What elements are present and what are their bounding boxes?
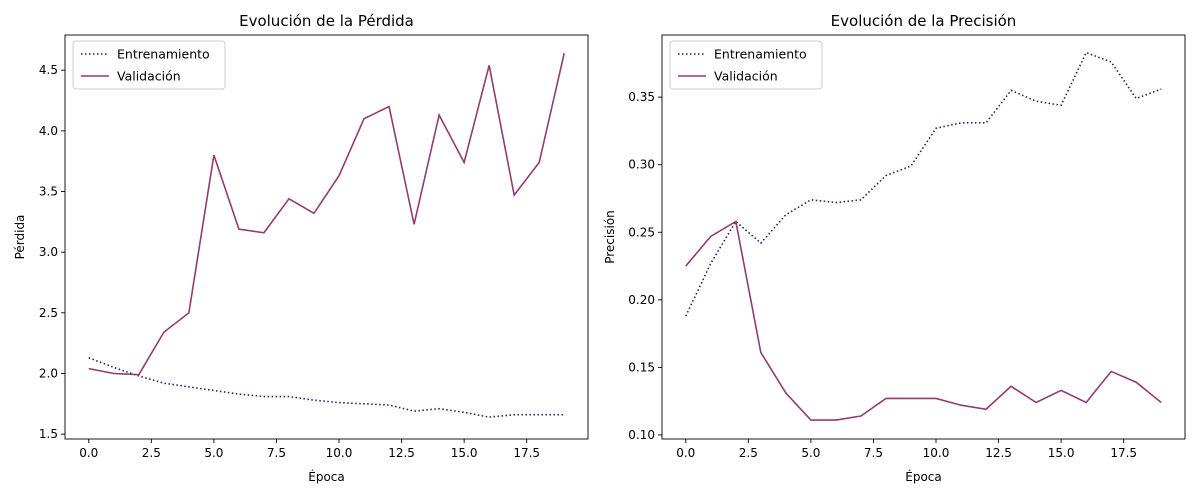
accuracy-legend: Entrenamiento Validación: [669, 40, 823, 90]
loss-y-tick-label: 1.5: [39, 427, 58, 441]
accuracy-y-tick-label: 0.15: [628, 360, 655, 374]
accuracy-plot-frame: [661, 34, 1186, 440]
accuracy-series-line-entrenamiento: [685, 51, 1162, 317]
accuracy-chart-title: Evolución de la Precisión: [831, 12, 1017, 30]
accuracy-y-tick-label: 0.20: [628, 293, 655, 307]
loss-chart: Evolución de la Pérdida 0.0 2.5 5.0 7.5 10.0 1…: [13, 12, 589, 484]
accuracy-x-tick-label: 5.0: [801, 446, 820, 460]
accuracy-x-axis-label: Época: [905, 469, 942, 484]
accuracy-chart: Evolución de la Precisión 0.0 2.5 5.0 7.5 10.…: [603, 12, 1186, 484]
loss-legend-label-validacion: Validación: [117, 69, 181, 84]
accuracy-y-tick-label: 0.25: [628, 225, 655, 239]
loss-x-tick-label: 5.0: [204, 446, 223, 460]
loss-plot-frame: [64, 34, 589, 440]
accuracy-series-group: [685, 51, 1162, 421]
loss-x-tick-label: 10.0: [326, 446, 353, 460]
accuracy-legend-label-validacion: Validación: [714, 69, 778, 84]
loss-x-tick-label: 15.0: [451, 446, 478, 460]
loss-x-tick-label: 17.5: [513, 446, 540, 460]
loss-x-axis-label: Época: [308, 469, 345, 484]
loss-y-tick-label: 4.0: [39, 124, 58, 138]
loss-y-tick-label: 4.5: [39, 63, 58, 77]
accuracy-legend-box: [669, 40, 823, 90]
accuracy-y-tick-label: 0.30: [628, 158, 655, 172]
loss-legend-box: [72, 40, 226, 90]
loss-x-tick-label: 7.5: [267, 446, 286, 460]
loss-y-tick-label: 3.0: [39, 245, 58, 259]
loss-chart-title: Evolución de la Pérdida: [239, 12, 414, 30]
loss-series-line-validacion: [88, 53, 566, 376]
loss-series-group: [88, 53, 566, 418]
loss-x-tick-label: 12.5: [388, 446, 415, 460]
loss-y-axis-label: Pérdida: [13, 215, 27, 260]
accuracy-y-axis-label: Precisión: [603, 210, 617, 264]
loss-legend-label-entrenamiento: Entrenamiento: [117, 47, 210, 62]
accuracy-legend-label-entrenamiento: Entrenamiento: [714, 47, 807, 62]
loss-y-tick-label: 3.5: [39, 185, 58, 199]
accuracy-x-tick-label: 17.5: [1110, 446, 1137, 460]
loss-y-tick-label: 2.0: [39, 366, 58, 380]
accuracy-x-tick-label: 0.0: [676, 446, 695, 460]
loss-series-line-entrenamiento: [88, 356, 565, 418]
accuracy-x-tick-label: 10.0: [923, 446, 950, 460]
loss-x-tick-label: 0.0: [79, 446, 98, 460]
accuracy-x-tick-label: 2.5: [739, 446, 758, 460]
accuracy-x-tick-label: 15.0: [1048, 446, 1075, 460]
loss-y-tick-label: 2.5: [39, 306, 58, 320]
accuracy-y-tick-label: 0.10: [628, 428, 655, 442]
accuracy-y-tick-label: 0.35: [628, 90, 655, 104]
accuracy-series-line-validacion: [685, 220, 1162, 421]
accuracy-x-tick-label: 7.5: [864, 446, 883, 460]
loss-legend: Entrenamiento Validación: [72, 40, 226, 90]
loss-x-tick-label: 2.5: [142, 446, 161, 460]
accuracy-x-tick-label: 12.5: [985, 446, 1012, 460]
